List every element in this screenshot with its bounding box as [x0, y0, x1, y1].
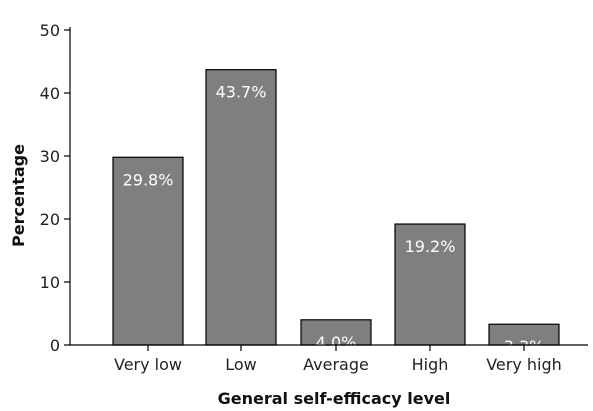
y-tick-label: 30	[40, 147, 60, 166]
x-tick-label: Average	[303, 355, 369, 374]
y-tick-label: 0	[50, 336, 60, 355]
x-tick-label: Low	[225, 355, 257, 374]
x-tick-label: Very high	[486, 355, 562, 374]
data-label: 4.0%	[316, 333, 357, 352]
x-axis-ticks: Very low Low Average High Very high	[114, 345, 562, 374]
bar-low	[205, 69, 277, 346]
bars: 29.8%43.7%4.0%19.2%3.3%	[112, 69, 560, 356]
bar-high	[394, 223, 466, 346]
x-tick-label: Very low	[114, 355, 182, 374]
y-tick-label: 40	[40, 84, 60, 103]
y-tick-label: 50	[40, 21, 60, 40]
data-label: 43.7%	[216, 83, 267, 102]
x-axis-title: General self-efficacy level	[218, 389, 451, 408]
data-label: 19.2%	[405, 237, 456, 256]
data-label: 29.8%	[123, 170, 174, 189]
y-tick-label: 10	[40, 273, 60, 292]
y-tick-label: 20	[40, 210, 60, 229]
bar-average	[300, 319, 372, 346]
y-axis-ticks: 0 10 20 30 40 50	[40, 21, 70, 355]
x-tick-label: High	[412, 355, 449, 374]
y-axis-title: Percentage	[9, 144, 28, 247]
